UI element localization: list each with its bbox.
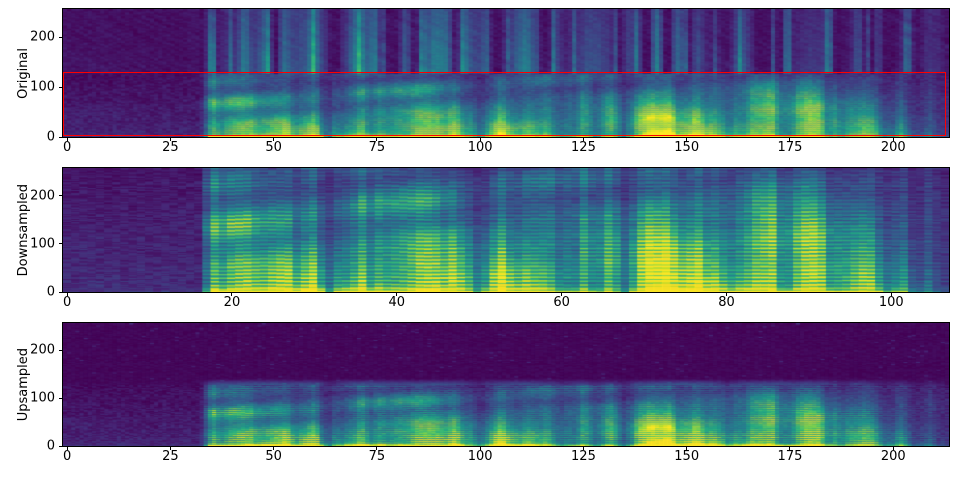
x-tick <box>479 446 481 450</box>
y-tick <box>59 291 63 293</box>
y-tick-label: 0 <box>46 284 55 300</box>
x-tick <box>169 446 171 450</box>
x-tick <box>686 446 688 450</box>
y-tick-label: 0 <box>46 438 55 454</box>
y-tick <box>59 349 63 351</box>
x-tick <box>892 446 894 450</box>
y-tick <box>59 86 63 88</box>
x-tick <box>66 292 68 296</box>
x-tick <box>169 137 171 141</box>
x-tick-label: 75 <box>368 140 386 155</box>
x-tick <box>789 446 791 450</box>
x-tick-label: 80 <box>718 295 735 310</box>
x-tick <box>890 292 892 296</box>
x-tick-label: 100 <box>467 449 493 464</box>
subplot-upsampled: Upsampled 0 25 50 75 100 125 150 175 200 0 100 200 <box>16 322 950 463</box>
x-tick-label: 175 <box>777 449 803 464</box>
y-tick <box>59 243 63 245</box>
y-tick <box>59 397 63 399</box>
x-tick-label: 0 <box>62 140 72 155</box>
x-tick-label: 20 <box>223 295 241 310</box>
y-axis-label-wrap: Original <box>16 9 31 137</box>
subplot-downsampled: Downsampled 0 20 40 60 80 100 0 100 200 <box>16 167 950 309</box>
y-tick <box>59 136 63 138</box>
x-tick <box>66 137 68 141</box>
x-tick <box>273 137 275 141</box>
x-tick <box>376 446 378 450</box>
x-tick <box>892 137 894 141</box>
y-tick-label: 200 <box>30 188 55 203</box>
x-tick-label: 60 <box>553 295 570 310</box>
spectrogram-downsampled-canvas <box>63 168 949 292</box>
spectrogram-original-canvas <box>63 9 949 137</box>
x-tick <box>396 292 398 296</box>
x-tick-label: 25 <box>162 140 179 155</box>
x-tick <box>479 137 481 141</box>
x-tick-label: 125 <box>571 449 596 464</box>
y-axis-label-upsampled: Upsampled <box>16 347 31 422</box>
x-tick-label: 200 <box>880 449 906 464</box>
x-tick-label: 50 <box>265 140 282 155</box>
y-tick-label: 100 <box>30 390 55 406</box>
y-tick-label: 100 <box>30 79 55 95</box>
y-tick <box>59 195 63 196</box>
x-tick <box>789 137 791 141</box>
x-tick-label: 150 <box>674 449 700 464</box>
x-tick <box>231 292 233 296</box>
x-tick <box>582 137 584 141</box>
y-tick <box>59 36 63 38</box>
x-tick-label: 150 <box>674 140 700 155</box>
x-tick-label: 0 <box>62 295 72 310</box>
x-tick <box>582 446 584 450</box>
y-tick-label: 200 <box>30 29 55 45</box>
y-tick-label: 200 <box>30 342 55 358</box>
y-axis-label-downsampled: Downsampled <box>16 183 31 277</box>
x-tick <box>376 137 378 141</box>
x-tick-label: 50 <box>265 449 282 464</box>
x-tick <box>66 446 68 450</box>
spectrogram-upsampled-canvas <box>63 323 949 446</box>
y-tick-label: 0 <box>46 129 55 145</box>
x-tick-label: 100 <box>467 140 493 155</box>
x-tick-label: 75 <box>368 449 386 464</box>
y-axis-label-wrap: Downsampled <box>16 168 31 292</box>
x-tick-label: 40 <box>388 295 406 310</box>
x-tick <box>273 446 275 450</box>
x-tick-label: 25 <box>162 449 179 464</box>
y-axis-label-original: Original <box>16 47 31 99</box>
x-tick-label: 100 <box>878 295 904 310</box>
x-tick <box>686 137 688 141</box>
x-tick-label: 175 <box>777 140 803 155</box>
y-tick-label: 100 <box>30 236 55 252</box>
x-tick-label: 0 <box>62 449 72 464</box>
x-tick <box>561 292 563 296</box>
x-tick-label: 125 <box>571 140 596 155</box>
x-tick-label: 200 <box>880 140 906 155</box>
y-tick <box>59 445 63 447</box>
x-tick <box>725 292 727 296</box>
y-axis-label-wrap: Upsampled <box>16 323 31 446</box>
subplot-original: Original 0 25 50 75 100 125 150 175 200 0 100 200 <box>16 8 950 154</box>
